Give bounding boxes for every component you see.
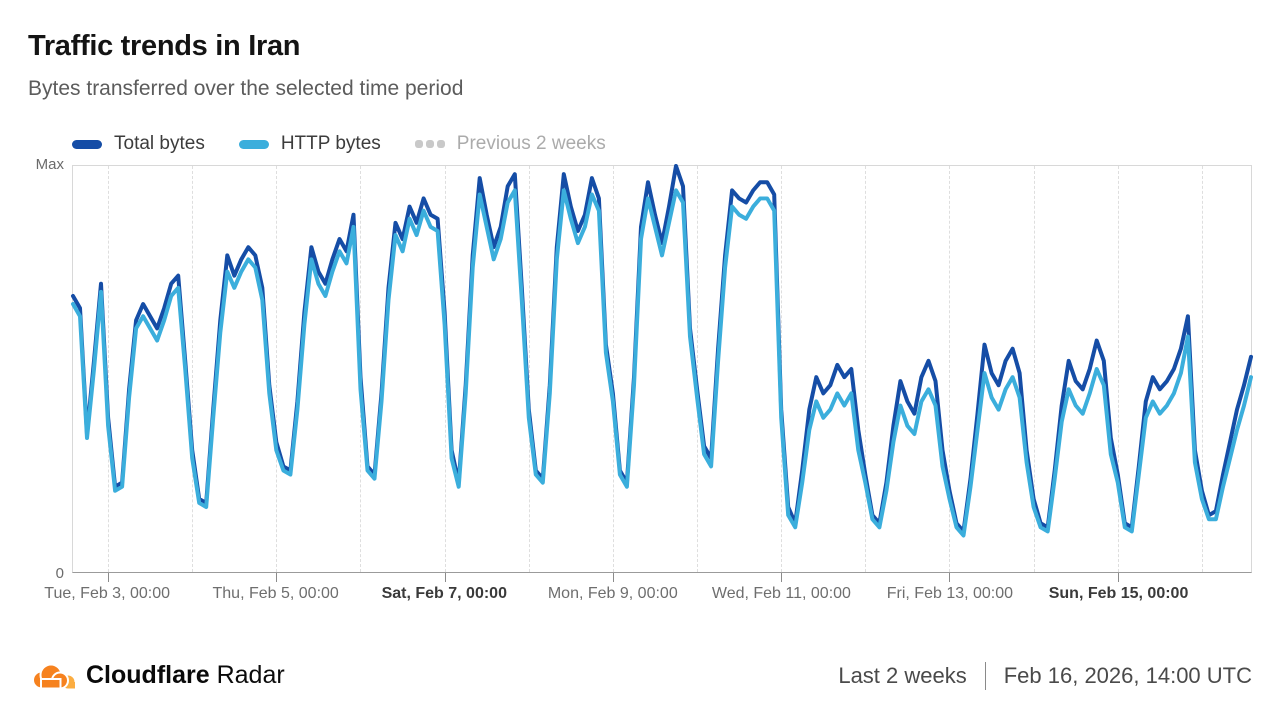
x-axis-label: Sun, Feb 15, 00:00: [1048, 585, 1189, 602]
meta-separator: [984, 661, 986, 690]
y-axis-max-label: Max: [35, 156, 64, 173]
x-axis-label: Wed, Feb 11, 00:00: [711, 585, 851, 602]
day-gridline: [697, 166, 699, 572]
legend-item-previous-2-weeks[interactable]: Previous 2 weeks: [414, 133, 606, 155]
legend-swatch-icon: [238, 139, 269, 149]
page-title: Traffic trends in Iran: [28, 30, 301, 62]
chart-legend: Total bytes HTTP bytes Previous 2 weeks: [72, 131, 1252, 157]
x-axis-label: Mon, Feb 9, 00:00: [547, 585, 678, 602]
y-axis: Max 0: [28, 156, 72, 582]
timestamp-label: Feb 16, 2026, 14:00 UTC: [1003, 662, 1252, 688]
x-axis-label: Sat, Feb 7, 00:00: [381, 585, 507, 602]
day-gridline: [949, 166, 951, 572]
page-subtitle: Bytes transferred over the selected time…: [28, 77, 464, 100]
x-axis-tick: [444, 573, 446, 582]
legend-label: Previous 2 weeks: [456, 133, 606, 154]
range-label: Last 2 weeks: [838, 662, 967, 688]
x-axis-tick: [781, 573, 783, 582]
line-series-http-bytes: [71, 188, 1253, 538]
x-axis-label: Fri, Feb 13, 00:00: [886, 585, 1014, 602]
day-gridline: [1033, 166, 1035, 572]
legend-label: HTTP bytes: [280, 133, 381, 154]
legend-label: Total bytes: [114, 133, 205, 154]
cloudflare-radar-brand: Cloudflare Radar: [28, 661, 285, 690]
line-series-total-bytes: [71, 164, 1253, 534]
brand-bold: Cloudflare: [86, 661, 210, 689]
x-axis-label: Tue, Feb 3, 00:00: [44, 585, 171, 602]
footer: Cloudflare Radar Last 2 weeks Feb 16, 20…: [28, 661, 1252, 690]
y-axis-zero-label: 0: [55, 565, 64, 582]
day-gridline: [192, 166, 194, 572]
day-gridline: [1117, 166, 1119, 572]
x-axis-labels: Tue, Feb 3, 00:00 Thu, Feb 5, 00:00 Sat, F…: [44, 573, 1252, 607]
chart-plot[interactable]: [71, 164, 1253, 582]
day-gridline: [865, 166, 867, 572]
brand-text: Cloudflare Radar: [86, 661, 285, 690]
x-axis-tick: [612, 573, 614, 582]
x-axis-tick: [949, 573, 951, 582]
day-gridline: [108, 166, 110, 572]
cloudflare-logo-icon: [32, 663, 75, 689]
x-axis-tick: [276, 573, 278, 582]
legend-item-http-bytes[interactable]: HTTP bytes: [238, 133, 381, 155]
chart-lines: [71, 164, 1253, 538]
x-axis-tick: [108, 573, 110, 582]
legend-swatch-icon: [414, 140, 445, 148]
legend-swatch-icon: [72, 139, 102, 149]
footer-meta: Last 2 weeks Feb 16, 2026, 14:00 UTC: [838, 661, 1252, 690]
x-axis-tick: [1117, 573, 1119, 582]
day-gridline: [1201, 166, 1203, 572]
day-gridline: [612, 166, 614, 572]
x-axis-label: Thu, Feb 5, 00:00: [212, 585, 339, 602]
chart-area: Max 0: [28, 156, 1253, 582]
day-gridline: [276, 166, 278, 572]
day-gridline: [528, 166, 530, 572]
legend-item-total-bytes[interactable]: Total bytes: [72, 133, 205, 155]
brand-regular: Radar: [216, 661, 285, 689]
